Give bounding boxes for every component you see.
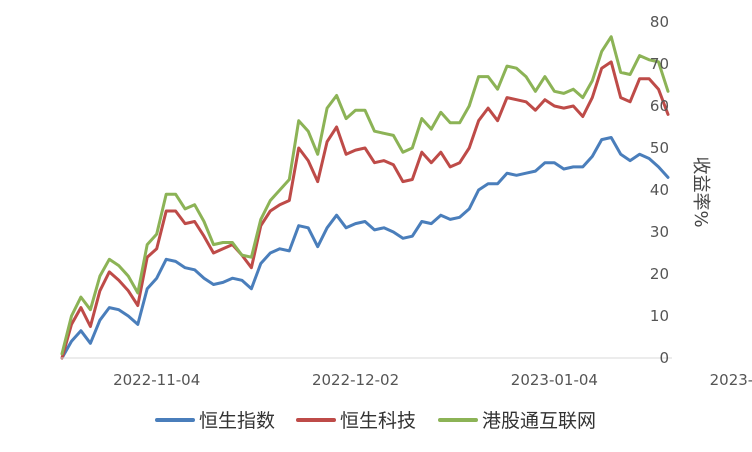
y-tick-label: 80 xyxy=(650,13,669,31)
series-lines xyxy=(60,35,670,360)
legend-label: 恒生科技 xyxy=(340,410,416,432)
x-tick-labels: 2022-11-04 2022-12-02 2023-01-04 2023-02-06 xyxy=(113,371,752,389)
x-tick-label: 2023-02-06 xyxy=(710,371,752,389)
y-tick-label: 20 xyxy=(650,265,669,283)
x-tick-label: 2023-01-04 xyxy=(511,371,598,389)
legend-item-0: 恒生指数 xyxy=(155,410,275,432)
y-axis-label: 收益率% xyxy=(690,156,711,227)
legend-label: 港股通互联网 xyxy=(482,410,596,432)
legend-item-2: 港股通互联网 xyxy=(438,410,596,432)
y-tick-labels: 0 10 20 30 40 50 60 70 80 xyxy=(650,13,669,367)
x-tick-label: 2022-11-04 xyxy=(113,371,200,389)
series-line-1 xyxy=(60,60,670,360)
legend-label: 恒生指数 xyxy=(199,410,275,432)
y-tick-label: 70 xyxy=(650,55,669,73)
y-tick-label: 10 xyxy=(650,307,669,325)
y-tick-label: 0 xyxy=(659,349,669,367)
y-tick-label: 60 xyxy=(650,97,669,115)
series-line-2 xyxy=(60,35,670,356)
y-tick-label: 40 xyxy=(650,181,669,199)
y-tick-label: 50 xyxy=(650,139,669,157)
x-tick-label: 2022-12-02 xyxy=(312,371,399,389)
legend: 恒生指数 恒生科技 港股通互联网 xyxy=(155,410,596,432)
series-line-0 xyxy=(60,136,670,360)
y-tick-label: 30 xyxy=(650,223,669,241)
legend-item-1: 恒生科技 xyxy=(296,410,416,432)
